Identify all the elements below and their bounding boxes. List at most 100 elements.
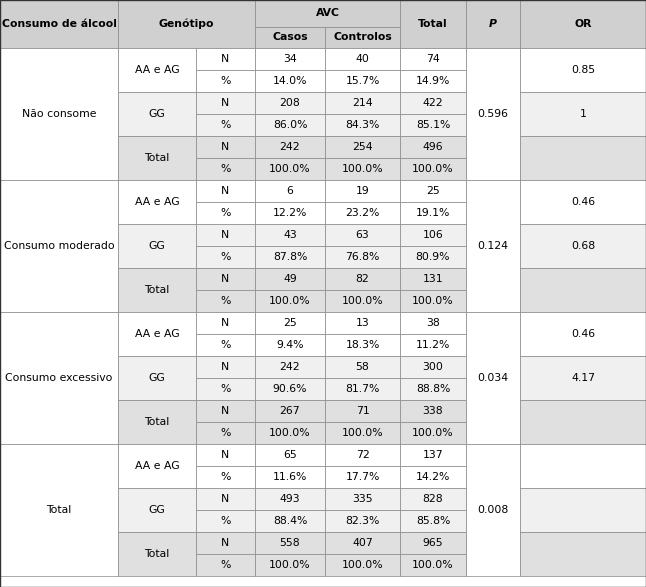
Bar (196, 246, 255, 268)
Text: 0.46: 0.46 (571, 197, 595, 207)
Text: 81.7%: 81.7% (346, 384, 380, 394)
Bar (196, 378, 255, 400)
Bar (255, 136, 325, 158)
Bar (325, 400, 400, 422)
Text: 100.0%: 100.0% (269, 428, 311, 438)
Bar (255, 70, 325, 92)
Text: 25: 25 (426, 186, 440, 196)
Text: 18.3%: 18.3% (346, 340, 380, 350)
Bar (325, 158, 400, 180)
Bar (196, 510, 255, 532)
Bar (400, 378, 466, 400)
Bar (255, 532, 325, 554)
Bar (255, 378, 325, 400)
Text: 100.0%: 100.0% (412, 296, 453, 306)
Text: GG: GG (149, 109, 165, 119)
Text: 34: 34 (283, 54, 297, 64)
Bar (118, 444, 196, 488)
Text: 214: 214 (352, 98, 373, 108)
Text: 13: 13 (356, 318, 370, 328)
Bar (325, 70, 400, 92)
Text: %: % (220, 472, 231, 482)
Bar (196, 180, 255, 202)
Text: 85.1%: 85.1% (416, 120, 450, 130)
Bar (400, 246, 466, 268)
Text: 407: 407 (352, 538, 373, 548)
Text: 0.596: 0.596 (477, 109, 508, 119)
Bar (255, 334, 325, 356)
Bar (466, 312, 520, 444)
Text: Consumo excessivo: Consumo excessivo (5, 373, 112, 383)
Bar (325, 114, 400, 136)
Text: 137: 137 (422, 450, 443, 460)
Text: N: N (222, 98, 229, 108)
Text: N: N (222, 274, 229, 284)
Text: 17.7%: 17.7% (346, 472, 380, 482)
Text: N: N (222, 538, 229, 548)
Bar (0, 312, 118, 444)
Bar (196, 312, 255, 334)
Bar (118, 400, 196, 444)
Bar (400, 422, 466, 444)
Bar (466, 180, 520, 312)
Text: 65: 65 (283, 450, 297, 460)
Text: N: N (222, 406, 229, 416)
Bar (400, 202, 466, 224)
Bar (255, 114, 325, 136)
Bar (325, 202, 400, 224)
Text: N: N (222, 230, 229, 240)
Bar (196, 158, 255, 180)
Text: N: N (222, 54, 229, 64)
Bar (255, 466, 325, 488)
Text: 0.124: 0.124 (477, 241, 508, 251)
Bar (400, 92, 466, 114)
Text: 90.6%: 90.6% (273, 384, 307, 394)
Bar (196, 48, 255, 70)
Text: 88.4%: 88.4% (273, 516, 307, 526)
Text: 86.0%: 86.0% (273, 120, 307, 130)
Text: Não consome: Não consome (22, 109, 96, 119)
Bar (400, 488, 466, 510)
Text: 100.0%: 100.0% (412, 560, 453, 570)
Bar (255, 158, 325, 180)
Bar (255, 48, 325, 70)
Text: AA e AG: AA e AG (134, 197, 180, 207)
Bar (196, 356, 255, 378)
Text: 72: 72 (356, 450, 370, 460)
Bar (196, 224, 255, 246)
Text: 558: 558 (280, 538, 300, 548)
Text: GG: GG (149, 373, 165, 383)
Text: 100.0%: 100.0% (342, 560, 383, 570)
Text: 242: 242 (280, 142, 300, 152)
Bar (118, 532, 196, 576)
Text: AA e AG: AA e AG (134, 329, 180, 339)
Text: P: P (489, 19, 497, 29)
Text: Consumo de álcool: Consumo de álcool (1, 19, 116, 29)
Bar (400, 0, 466, 48)
Bar (520, 92, 646, 136)
Text: 4.17: 4.17 (571, 373, 595, 383)
Text: 100.0%: 100.0% (412, 164, 453, 174)
Bar (400, 224, 466, 246)
Bar (466, 444, 520, 576)
Bar (466, 48, 520, 180)
Text: 9.4%: 9.4% (276, 340, 304, 350)
Text: 25: 25 (283, 318, 297, 328)
Text: Total: Total (144, 549, 170, 559)
Text: 0.68: 0.68 (571, 241, 595, 251)
Bar (400, 70, 466, 92)
Bar (520, 0, 646, 48)
Text: 74: 74 (426, 54, 440, 64)
Text: 63: 63 (356, 230, 370, 240)
Bar (520, 444, 646, 488)
Text: 1: 1 (579, 109, 587, 119)
Text: 38: 38 (426, 318, 440, 328)
Text: Controlos: Controlos (333, 32, 392, 42)
Bar (0, 444, 118, 576)
Text: 71: 71 (356, 406, 370, 416)
Text: 87.8%: 87.8% (273, 252, 307, 262)
Text: 208: 208 (280, 98, 300, 108)
Bar (400, 532, 466, 554)
Bar (325, 554, 400, 576)
Bar (520, 400, 646, 444)
